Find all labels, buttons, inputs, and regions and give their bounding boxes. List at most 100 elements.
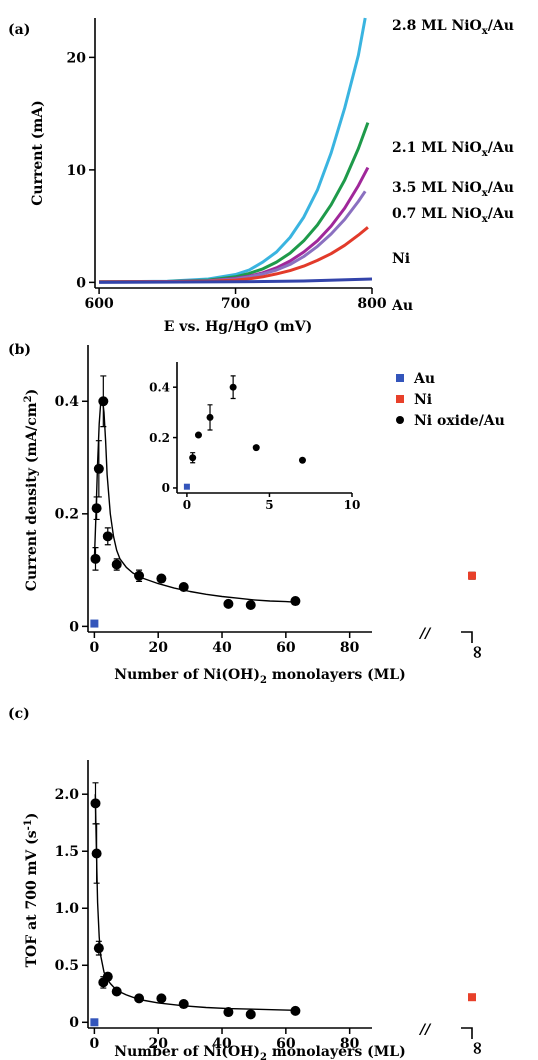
panel-c-label: (c) bbox=[8, 706, 30, 722]
inset-point-0-2 bbox=[206, 413, 214, 421]
panel-b-point-0-3 bbox=[98, 396, 109, 407]
inset-marker-1-0 bbox=[183, 483, 190, 490]
inset-y-tick-label-0: 0 bbox=[162, 481, 170, 495]
panel-c-y-tick-label-0: 0 bbox=[69, 1015, 79, 1031]
inset-y-tick-label-2: 0.4 bbox=[149, 380, 170, 394]
legend-label-1: Ni bbox=[414, 392, 432, 408]
panel-a-series-line-2 bbox=[99, 166, 370, 284]
legend-label-0: Au bbox=[413, 371, 435, 387]
panel-c-x-axis-label: Number of Ni(OH)2 monolayers (ML) bbox=[114, 1044, 405, 1060]
panel-b-x-tick-label-2: 40 bbox=[212, 640, 232, 656]
legend-marker-2 bbox=[396, 416, 404, 424]
panel-a-series-label-0: 2.8 ML NiOx/Au bbox=[392, 18, 514, 37]
panel-b-x-tick-label-4: 80 bbox=[340, 640, 360, 656]
panel-b-y-tick-label-0: 0 bbox=[69, 619, 79, 635]
panel-a-y-tick-label-1: 10 bbox=[67, 163, 87, 179]
panel-c-marker-2-0 bbox=[468, 993, 476, 1002]
panel-a-series-label-3: 0.7 ML NiOx/Au bbox=[392, 206, 514, 225]
panel-b-x-tick-label-0: 0 bbox=[90, 640, 100, 656]
panel-a-series-line-1 bbox=[99, 122, 370, 284]
inset-y-tick-label-1: 0.2 bbox=[149, 431, 170, 445]
panel-b-point-0-1 bbox=[91, 503, 102, 514]
panel-b-y-tick-label-2: 0.4 bbox=[55, 394, 80, 410]
panel-a-x-axis-label: E vs. Hg/HgO (mV) bbox=[164, 319, 312, 335]
panel-b-label: (b) bbox=[8, 342, 31, 358]
inset-point-0-4 bbox=[252, 444, 260, 452]
panel-c-point-0-0 bbox=[90, 798, 101, 809]
panel-a-series-line-5 bbox=[99, 277, 373, 284]
panel-c-point-0-5 bbox=[111, 986, 122, 997]
inset-x-tick-label-1: 5 bbox=[265, 498, 273, 512]
panel-c-point-0-10 bbox=[245, 1009, 256, 1020]
panel-c-point-0-8 bbox=[178, 999, 189, 1010]
panel-a: (a) 0 10 20 600 700 800 2.8 ML NiOx/Au 2.1 ML… bbox=[8, 17, 514, 335]
panel-c-point-0-2 bbox=[93, 943, 104, 954]
panel-a-y-axis-label: Current (mA) bbox=[30, 100, 46, 205]
inset-x-tick-label-2: 10 bbox=[344, 498, 361, 512]
panel-c-point-0-11 bbox=[290, 1005, 301, 1016]
panel-a-x-tick-label-0: 600 bbox=[84, 296, 113, 312]
panel-a-x-tick-label-1: 700 bbox=[221, 296, 250, 312]
panel-b-point-0-10 bbox=[245, 599, 256, 610]
panel-c-infinity-label: ∞ bbox=[467, 1041, 488, 1056]
panel-a-y-tick-label-0: 0 bbox=[76, 275, 86, 291]
legend-marker-0 bbox=[396, 374, 404, 382]
legend-label-2: Ni oxide/Au bbox=[414, 413, 505, 429]
inset-point-0-5 bbox=[298, 456, 306, 464]
panel-b-marker-1-0 bbox=[90, 619, 99, 628]
panel-b-marker-2-0 bbox=[468, 571, 476, 580]
panel-c-axis-break: // bbox=[418, 1022, 432, 1038]
panel-c-x-tick-label-2: 40 bbox=[212, 1036, 232, 1052]
panel-c-x-tick-label-1: 20 bbox=[148, 1036, 168, 1052]
panel-c-fit-line bbox=[94, 794, 296, 1011]
panel-c-x-tick-label-0: 0 bbox=[90, 1036, 100, 1052]
panel-a-series-line-0 bbox=[99, 17, 367, 284]
panel-b-axis-break: // bbox=[418, 626, 432, 642]
panel-c-y-axis-label: TOF at 700 mV (s-1) bbox=[23, 813, 40, 968]
panel-a-label: (a) bbox=[8, 22, 30, 38]
panel-c-point-0-4 bbox=[102, 971, 113, 982]
inset-point-0-3 bbox=[229, 383, 237, 391]
panel-c-point-0-7 bbox=[156, 993, 167, 1004]
panel-b-infinity-label: ∞ bbox=[467, 645, 488, 660]
panel-c: (c) 0 0.5 1.0 1.5 2.0 0 20 40 60 80 // ∞ Number … bbox=[8, 706, 488, 1060]
panel-b-point-0-4 bbox=[102, 531, 113, 542]
panel-b-point-0-9 bbox=[223, 598, 234, 609]
panel-b-point-0-8 bbox=[178, 581, 189, 592]
panel-b-x-tick-label-1: 20 bbox=[148, 640, 168, 656]
panel-c-point-0-1 bbox=[91, 848, 102, 859]
panel-b-y-tick-label-1: 0.2 bbox=[55, 507, 79, 523]
panel-a-y-tick-label-2: 20 bbox=[67, 50, 87, 66]
panel-c-y-tick-label-3: 1.5 bbox=[55, 844, 79, 860]
panel-b-legend: Au Ni Ni oxide/Au bbox=[396, 371, 505, 429]
panel-c-x-tick-label-3: 60 bbox=[276, 1036, 296, 1052]
panel-b-inset: 0 0.2 0.4 0 5 10 bbox=[149, 362, 360, 512]
inset-point-0-0 bbox=[189, 454, 197, 462]
legend-marker-1 bbox=[396, 395, 404, 403]
panel-b-point-0-5 bbox=[111, 559, 122, 570]
panel-c-marker-1-0 bbox=[90, 1018, 99, 1027]
panel-c-y-tick-label-2: 1.0 bbox=[55, 901, 80, 917]
panel-b-x-axis-label: Number of Ni(OH)2 monolayers (ML) bbox=[114, 667, 405, 686]
panel-b-point-0-11 bbox=[290, 596, 301, 607]
panel-c-point-0-9 bbox=[223, 1007, 234, 1018]
panel-c-y-tick-label-1: 0.5 bbox=[55, 958, 79, 974]
panel-a-series-label-4: Ni bbox=[392, 251, 410, 267]
panel-c-point-0-6 bbox=[134, 993, 145, 1004]
panel-b-point-0-7 bbox=[156, 573, 167, 584]
inset-x-tick-label-0: 0 bbox=[183, 498, 191, 512]
panel-b-point-0-0 bbox=[90, 553, 101, 564]
panel-b: (b) 00.20.4 0 20 40 60 80 // ∞ 00.20.4 0 5 10 … bbox=[8, 342, 505, 686]
panel-b-infinity-tick bbox=[461, 631, 473, 643]
panel-b-y-axis-label: Current density (mA/cm2) bbox=[23, 389, 40, 591]
panel-b-point-0-6 bbox=[134, 570, 145, 581]
panel-a-x-tick-label-2: 800 bbox=[357, 296, 386, 312]
panel-a-series-line-3 bbox=[99, 190, 367, 284]
panel-b-x-tick-label-3: 60 bbox=[276, 640, 296, 656]
panel-a-series-label-1: 2.1 ML NiOx/Au bbox=[392, 140, 514, 159]
panel-c-y-tick-label-4: 2.0 bbox=[55, 787, 80, 803]
panel-b-point-0-2 bbox=[93, 463, 104, 474]
panel-c-infinity-tick bbox=[461, 1027, 473, 1039]
panel-c-x-tick-label-4: 80 bbox=[340, 1036, 360, 1052]
